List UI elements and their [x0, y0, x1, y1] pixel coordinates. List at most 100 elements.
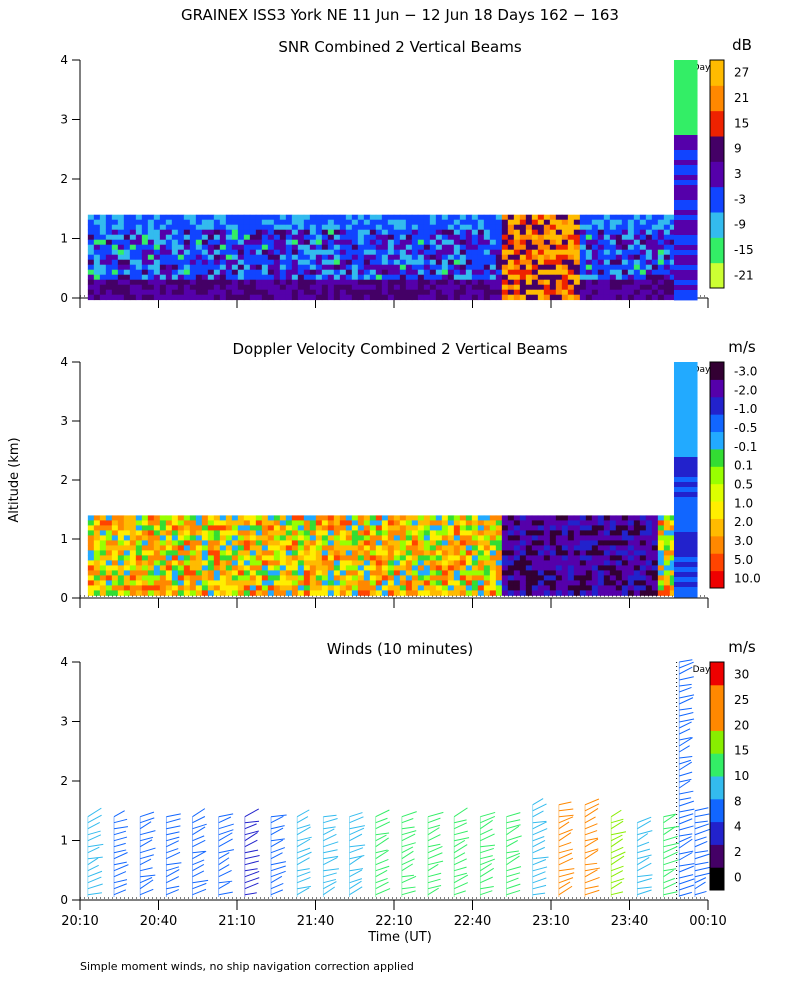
- heatmap-cell: [129, 239, 137, 246]
- heatmap-cell: [399, 580, 407, 586]
- heatmap-cell: [369, 525, 377, 531]
- heatmap-cell: [673, 90, 698, 96]
- heatmap-cell: [489, 259, 497, 266]
- heatmap-cell: [429, 289, 437, 296]
- heatmap-cell: [411, 540, 419, 546]
- heatmap-cell: [213, 530, 221, 536]
- heatmap-cell: [573, 229, 581, 236]
- heatmap-cell: [567, 525, 575, 531]
- heatmap-cell: [309, 540, 317, 546]
- heatmap-cell: [585, 590, 593, 596]
- heatmap-cell: [531, 530, 539, 536]
- heatmap-cell: [273, 525, 281, 531]
- colorbar-label: 21: [734, 91, 749, 105]
- heatmap-cell: [285, 570, 293, 576]
- heatmap-cell: [447, 234, 455, 241]
- heatmap-cell: [105, 575, 113, 581]
- heatmap-cell: [237, 555, 245, 561]
- heatmap-cell: [279, 575, 287, 581]
- wind-barb: [401, 830, 417, 836]
- heatmap-cell: [627, 269, 635, 276]
- heatmap-cell: [501, 259, 509, 266]
- colorbar-label: 10.0: [734, 572, 761, 586]
- heatmap-cell: [453, 575, 461, 581]
- heatmap-cell: [309, 289, 317, 296]
- heatmap-cell: [339, 279, 347, 286]
- heatmap-cell: [645, 565, 653, 571]
- heatmap-cell: [663, 249, 671, 256]
- heatmap-cell: [309, 575, 317, 581]
- heatmap-cell: [321, 545, 329, 551]
- heatmap-cell: [369, 560, 377, 566]
- heatmap-cell: [141, 555, 149, 561]
- colorbar-swatch: [710, 110, 724, 137]
- wind-barb: [584, 869, 598, 878]
- heatmap-cell: [673, 467, 698, 473]
- heatmap-cell: [453, 590, 461, 596]
- heatmap-cell: [609, 525, 617, 531]
- heatmap-cell: [495, 575, 503, 581]
- heatmap-cell: [345, 590, 353, 596]
- heatmap-cell: [189, 284, 197, 291]
- wind-profile: [453, 807, 470, 898]
- heatmap-cell: [273, 560, 281, 566]
- wind-profile: [218, 813, 235, 898]
- heatmap-cell: [615, 289, 623, 296]
- heatmap-cell: [285, 289, 293, 296]
- heatmap-cell: [321, 229, 329, 236]
- wind-barb: [558, 872, 575, 878]
- heatmap-cell: [141, 520, 149, 526]
- heatmap-cell: [621, 540, 629, 546]
- heatmap-cell: [459, 259, 467, 266]
- heatmap-cell: [483, 535, 491, 541]
- heatmap-cell: [585, 214, 593, 221]
- heatmap-cell: [195, 540, 203, 546]
- wind-barb: [375, 865, 390, 872]
- heatmap-cell: [555, 560, 563, 566]
- heatmap-cell: [309, 585, 317, 591]
- heatmap-cell: [321, 254, 329, 261]
- heatmap-cell: [327, 545, 335, 551]
- heatmap-cell: [673, 452, 698, 458]
- heatmap-cell: [453, 580, 461, 586]
- heatmap-cell: [339, 550, 347, 556]
- heatmap-cell: [567, 224, 575, 231]
- heatmap-cell: [231, 580, 239, 586]
- heatmap-cell: [543, 239, 551, 246]
- heatmap-cell: [273, 289, 281, 296]
- colorbar-swatch: [710, 466, 724, 485]
- heatmap-cell: [183, 535, 191, 541]
- heatmap-cell: [285, 560, 293, 566]
- heatmap-cell: [261, 294, 269, 301]
- heatmap-cell: [507, 590, 515, 596]
- heatmap-cell: [591, 294, 599, 301]
- heatmap-cell: [555, 294, 563, 301]
- heatmap-cell: [273, 580, 281, 586]
- heatmap-cell: [639, 229, 647, 236]
- heatmap-cell: [501, 580, 509, 586]
- heatmap-cell: [339, 284, 347, 291]
- wind-barb: [532, 856, 549, 860]
- heatmap-cell: [321, 535, 329, 541]
- heatmap-cell: [495, 279, 503, 286]
- heatmap-cell: [159, 214, 167, 221]
- heatmap-cell: [447, 590, 455, 596]
- heatmap-cell: [357, 219, 365, 226]
- heatmap-cell: [621, 535, 629, 541]
- heatmap-cell: [219, 560, 227, 566]
- heatmap-cell: [603, 214, 611, 221]
- wind-barb: [679, 694, 695, 699]
- wind-barb: [427, 863, 439, 872]
- heatmap-cell: [159, 540, 167, 546]
- heatmap-cell: [501, 274, 509, 281]
- heatmap-cell: [261, 520, 269, 526]
- heatmap-cell: [465, 254, 473, 261]
- y-tick-label: 2: [60, 473, 68, 487]
- heatmap-cell: [363, 214, 371, 221]
- heatmap-cell: [555, 550, 563, 556]
- wind-barb: [454, 890, 466, 896]
- heatmap-cell: [273, 520, 281, 526]
- heatmap-cell: [429, 575, 437, 581]
- heatmap-cell: [225, 224, 233, 231]
- y-tick-label: 1: [60, 232, 68, 246]
